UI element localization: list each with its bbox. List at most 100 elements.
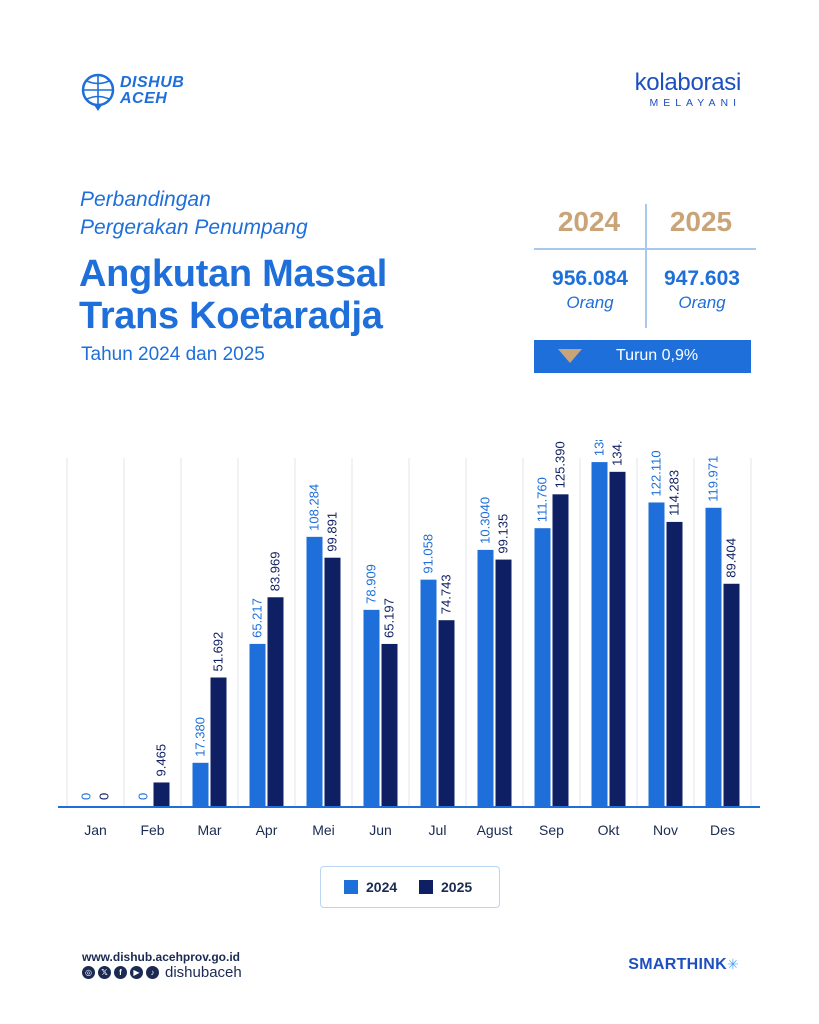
instagram-icon[interactable]: ◎ [82,966,95,979]
data-label-2024-Okt: 138.355 [592,440,607,456]
subtitle: Perbandingan Pergerakan Penumpang [80,186,440,242]
org-logo-line1: DISHUB [120,74,185,91]
data-label-2024-Jan: 0 [79,793,94,800]
change-text: Turun 0,9% [616,347,699,364]
social-handle[interactable]: dishubaceh [165,964,242,981]
data-label-2025-Jan: 0 [97,793,112,800]
bar-chart: 0 0Jan09.465Feb17.38051.692Mar65.21783.96… [58,440,760,838]
bar-2025-Jun [381,643,398,806]
summary-divider-vertical [645,204,647,328]
summary-year-b: 2025 [669,206,733,237]
summary-year-a: 2024 [557,206,621,237]
data-label-2025-Jul: 74.743 [439,574,454,614]
data-label-2025-Feb: 9.465 [154,744,169,777]
summary-total-b: 947.603 [664,267,740,290]
x-tick-label: Feb [140,822,164,838]
subtitle-line1: Perbandingan [80,188,211,211]
legend-label-2025: 2025 [441,879,473,895]
bar-2024-Jul [420,579,437,806]
x-tick-label: Des [710,822,735,838]
bar-2024-Mei [306,536,323,806]
data-label-2025-Mar: 51.692 [211,632,226,672]
page-title: Angkutan Massal Trans Koetaradja [79,253,499,337]
x-tick-label: Okt [598,822,620,838]
chart-legend: 2024 2025 [320,866,500,908]
x-tick-label: Jul [429,822,447,838]
data-label-2024-Feb: 0 [136,793,151,800]
change-badge: Turun 0,9% [534,340,751,373]
smarthink-logo: SMARTHINK✳ [628,956,739,974]
legend-item-2024: 2024 [344,879,397,895]
period-text: Tahun 2024 dan 2025 [81,344,265,365]
bar-2024-Okt [591,462,608,806]
data-label-2024-Agust: 10.3040 [478,497,493,544]
title-line1: Angkutan Massal [79,253,388,295]
x-tick-label: Mar [197,822,221,838]
bar-2024-Nov [648,502,665,806]
title-line2: Trans Koetaradja [79,295,383,337]
kolaborasi-melayani-logo: kolaborasi MELAYANI [634,69,742,110]
data-label-2024-Nov: 122.110 [649,450,664,496]
bar-2024-Jun [363,609,380,806]
bar-2024-Des [705,507,722,806]
x-tick-label: Sep [539,822,564,838]
tiktok-icon[interactable]: ♪ [146,966,159,979]
data-label-2025-Apr: 83.969 [268,552,283,592]
summary-unit-b: Orang [678,293,726,312]
bar-2024-Apr [249,643,266,806]
bar-2025-Mar [210,677,227,806]
down-triangle-icon [558,349,582,363]
data-label-2024-Apr: 65.217 [250,598,265,638]
dishub-aceh-logo: DISHUB ACEH [80,72,210,116]
legend-swatch-2025 [419,880,433,894]
bar-2025-Agust [495,559,512,806]
x-tick-label: Jan [84,822,107,838]
summary-total-a: 956.084 [552,267,628,290]
x-tick-label: Agust [477,822,513,838]
subtitle-line2: Pergerakan Penumpang [80,216,308,239]
data-label-2024-Sep: 111.760 [535,477,550,522]
globe-emblem-icon [81,73,115,111]
x-tick-label: Jun [369,822,392,838]
bar-2025-Apr [267,597,284,806]
bar-2025-Nov [666,521,683,806]
data-label-2024-Mei: 108.284 [307,484,322,531]
data-label-2025-Nov: 114.283 [667,470,682,516]
facebook-icon[interactable]: f [114,966,127,979]
youtube-icon[interactable]: ▶ [130,966,143,979]
data-label-2024-Des: 119.971 [706,456,721,502]
campaign-sub: MELAYANI [649,97,741,109]
data-label-2025-Agust: 99.135 [496,514,511,554]
bar-2025-Feb [153,782,170,806]
data-label-2024-Mar: 17.380 [193,717,208,757]
org-logo-line2: ACEH [120,90,168,107]
social-links: ◎ 𝕏 f ▶ ♪ dishubaceh [82,964,242,981]
bar-2025-Mei [324,557,341,806]
data-label-2025-Okt: 134.434 [610,440,625,466]
bar-2025-Okt [609,471,626,806]
x-tick-label: Mei [312,822,335,838]
x-icon[interactable]: 𝕏 [98,966,111,979]
data-label-2025-Des: 89.404 [724,538,739,578]
sparkle-icon: ✳ [726,956,739,972]
data-label-2025-Sep: 125.390 [553,441,568,488]
bar-2024-Mar [192,762,209,806]
legend-label-2024: 2024 [366,879,398,895]
bar-2025-Des [723,583,740,806]
x-tick-label: Nov [653,822,678,838]
bar-2025-Jul [438,620,455,806]
x-tick-label: Apr [256,822,278,838]
campaign-word: kolaborasi [634,69,742,96]
summary-unit-a: Orang [566,293,614,312]
data-label-2024-Jun: 78.909 [364,564,379,604]
legend-item-2025: 2025 [419,879,472,895]
data-label-2024-Jul: 91.058 [421,534,436,574]
bar-2025-Sep [552,494,569,806]
legend-swatch-2024 [344,880,358,894]
brand-name: SMARTHINK [628,956,727,973]
bar-2024-Agust [477,549,494,806]
bar-2024-Sep [534,528,551,806]
website-url[interactable]: www.dishub.acehprov.go.id [82,950,241,964]
data-label-2025-Mei: 99.891 [325,512,340,552]
summary-table: 2024 2025 956.084 947.603 Orang Orang [534,204,756,328]
